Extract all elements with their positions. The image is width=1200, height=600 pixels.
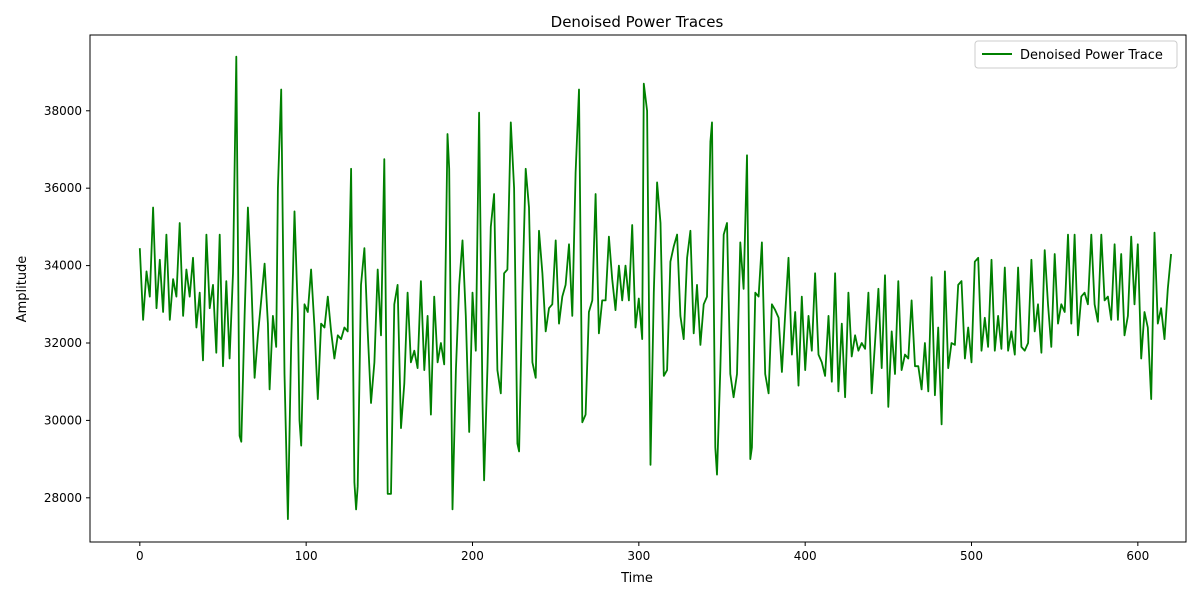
legend: Denoised Power Trace [974,40,1178,69]
x-tick-label: 300 [627,549,650,563]
x-tick-label: 600 [1126,549,1149,563]
x-axis-label: Time [620,571,653,586]
legend-box [974,40,1178,69]
y-tick-label: 36000 [44,181,82,195]
x-tick-label: 0 [136,549,144,563]
y-tick-label: 28000 [44,491,82,505]
chart-title: Denoised Power Traces [551,13,724,31]
x-tick-label: 100 [295,549,318,563]
plot-frame [89,34,1187,543]
x-axis-ticks: 0 100 200 300 400 500 600 [136,542,1149,563]
x-tick-label: 400 [794,549,817,563]
y-tick-label: 30000 [44,413,82,427]
x-tick-label: 500 [960,549,983,563]
plot-area [89,34,1187,543]
y-tick-label: 32000 [44,336,82,350]
y-axis-ticks: 28000 30000 32000 34000 36000 38000 [44,104,90,505]
y-axis-label: Amplitude [15,256,30,323]
y-tick-label: 34000 [44,259,82,273]
series-layer [138,55,1172,520]
series-line [138,55,1172,520]
x-tick-label: 200 [461,549,484,563]
legend-label: Denoised Power Trace [1020,48,1163,63]
y-tick-label: 38000 [44,104,82,118]
